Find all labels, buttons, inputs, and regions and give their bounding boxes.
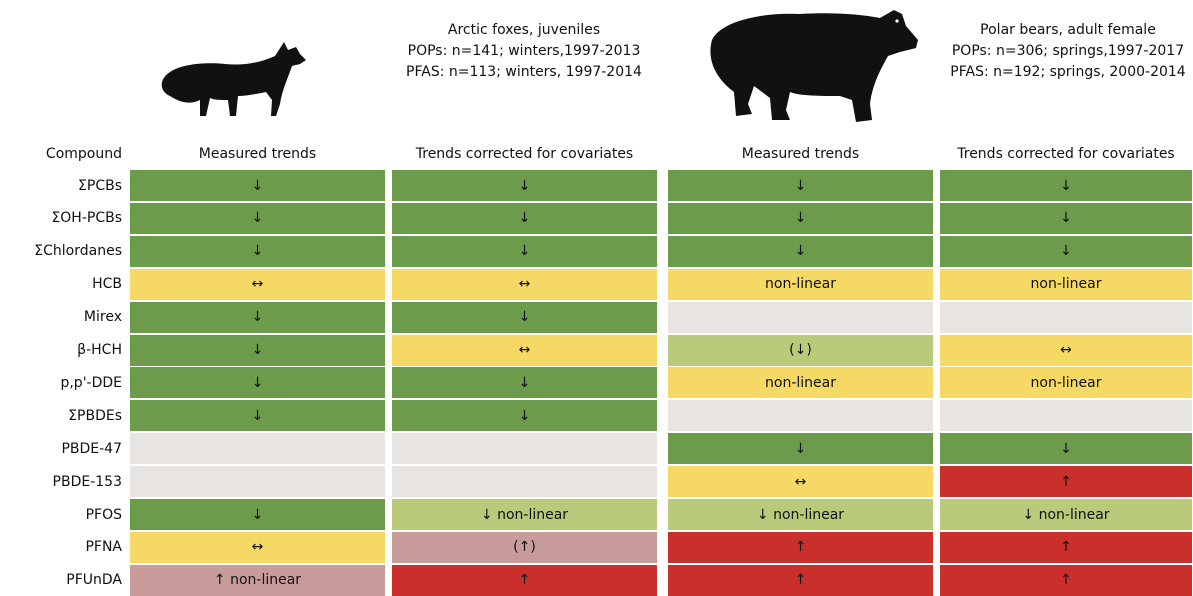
trend-cell: ↓: [392, 170, 657, 201]
bear-eye: [895, 19, 898, 22]
trend-cell: non-linear: [668, 367, 933, 398]
column-header: Measured trends: [668, 144, 933, 164]
trend-cell: ↓: [130, 236, 385, 267]
trend-cell: ↔: [940, 335, 1192, 366]
group-header-line: Polar bears, adult female: [918, 20, 1193, 41]
trend-cell: ↓: [940, 433, 1192, 464]
compound-label: ΣChlordanes: [0, 236, 122, 267]
group-header-line: PFAS: n=192; springs, 2000-2014: [918, 62, 1193, 83]
trend-cell: ↓: [392, 236, 657, 267]
trend-cell: ↓ non-linear: [668, 499, 933, 530]
trend-cell: [668, 302, 933, 333]
compound-label: Mirex: [0, 302, 122, 333]
group-header-line: POPs: n=306; springs,1997-2017: [918, 41, 1193, 62]
column-header: Trends corrected for covariates: [392, 144, 657, 164]
compound-label: ΣOH-PCBs: [0, 203, 122, 234]
column-header: Trends corrected for covariates: [940, 144, 1192, 164]
trend-cell: ↔: [668, 466, 933, 497]
compound-label: PBDE-47: [0, 433, 122, 464]
trend-cell: ↓: [130, 499, 385, 530]
trend-cell: [668, 400, 933, 431]
trend-cell: ↓: [940, 170, 1192, 201]
trend-cell: ↑ non-linear: [130, 565, 385, 596]
trend-cell: ↔: [130, 269, 385, 300]
trend-cell: ↓: [130, 170, 385, 201]
trend-cell: ↓: [130, 367, 385, 398]
trend-cell: ↑: [668, 532, 933, 563]
trend-cell: [130, 466, 385, 497]
trend-cell: [940, 400, 1192, 431]
trend-cell: ↔: [392, 335, 657, 366]
page: { "groups": [ {"lines": ["Arctic foxes, …: [0, 0, 1193, 563]
column-header: Measured trends: [130, 144, 385, 164]
trend-cell: non-linear: [940, 367, 1192, 398]
trend-cell: (↑): [392, 532, 657, 563]
compound-label: ΣPCBs: [0, 170, 122, 201]
trend-cell: ↑: [668, 565, 933, 596]
compound-header: Compound: [0, 144, 122, 164]
trend-cell: ↓: [130, 400, 385, 431]
trend-cell: ↓: [130, 335, 385, 366]
trend-cell: ↓: [668, 236, 933, 267]
trend-cell: ↔: [392, 269, 657, 300]
trend-cell: ↓: [392, 367, 657, 398]
compound-label: PFUnDA: [0, 565, 122, 596]
trend-cell: [940, 302, 1192, 333]
trend-cell: [392, 466, 657, 497]
trend-cell: ↓: [668, 203, 933, 234]
trend-cell: ↓ non-linear: [940, 499, 1192, 530]
group-header-line: POPs: n=141; winters,1997-2013: [374, 41, 674, 62]
compound-label: PFOS: [0, 499, 122, 530]
trend-cell: ↑: [392, 565, 657, 596]
trend-cell: [392, 433, 657, 464]
fox-silhouette: [162, 42, 306, 116]
trend-cell: ↓: [940, 236, 1192, 267]
trend-cell: ↓: [392, 203, 657, 234]
compound-label: PBDE-153: [0, 466, 122, 497]
compound-label: HCB: [0, 269, 122, 300]
trend-cell: non-linear: [668, 269, 933, 300]
bear-silhouette: [710, 10, 918, 122]
trend-cell: ↓ non-linear: [392, 499, 657, 530]
group-header-line: PFAS: n=113; winters, 1997-2014: [374, 62, 674, 83]
trend-cell: ↓: [940, 203, 1192, 234]
trend-cell: ↑: [940, 532, 1192, 563]
compound-label: β-HCH: [0, 335, 122, 366]
trend-cell: ↓: [392, 400, 657, 431]
compound-label: ΣPBDEs: [0, 400, 122, 431]
trend-cell: (↓): [668, 335, 933, 366]
compound-label: p,p'-DDE: [0, 367, 122, 398]
compound-label: PFNA: [0, 532, 122, 563]
trend-cell: ↑: [940, 466, 1192, 497]
trend-cell: ↓: [668, 170, 933, 201]
trend-cell: non-linear: [940, 269, 1192, 300]
trend-cell: ↓: [668, 433, 933, 464]
group-header-line: Arctic foxes, juveniles: [374, 20, 674, 41]
trend-cell: ↓: [392, 302, 657, 333]
trend-cell: ↓: [130, 302, 385, 333]
trend-cell: ↓: [130, 203, 385, 234]
trend-cell: ↔: [130, 532, 385, 563]
trend-cell: [130, 433, 385, 464]
trend-cell: ↑: [940, 565, 1192, 596]
